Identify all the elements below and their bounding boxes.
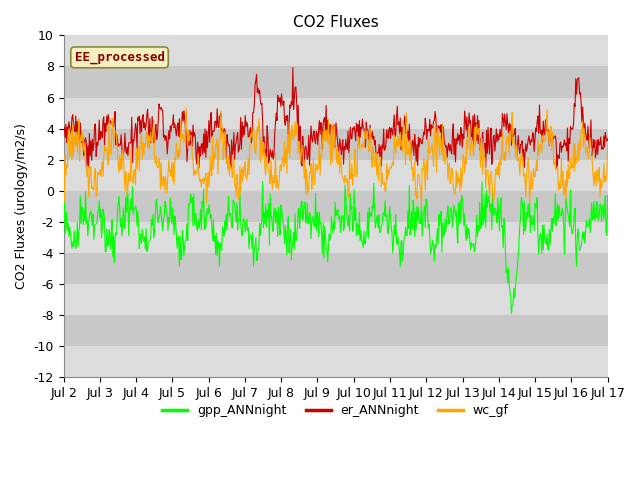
Bar: [63, 253, 607, 284]
Y-axis label: CO2 Fluxes (urology/m2/s): CO2 Fluxes (urology/m2/s): [15, 123, 28, 289]
Bar: [63, 66, 607, 97]
Bar: [63, 284, 607, 315]
Bar: [63, 36, 607, 66]
Legend: gpp_ANNnight, er_ANNnight, wc_gf: gpp_ANNnight, er_ANNnight, wc_gf: [157, 399, 514, 422]
Bar: [63, 222, 607, 253]
Bar: [63, 129, 607, 160]
Title: CO2 Fluxes: CO2 Fluxes: [292, 15, 378, 30]
Bar: [63, 315, 607, 346]
Bar: [63, 191, 607, 222]
Bar: [63, 346, 607, 377]
Text: EE_processed: EE_processed: [74, 51, 164, 64]
Bar: [63, 160, 607, 191]
Bar: [63, 97, 607, 129]
